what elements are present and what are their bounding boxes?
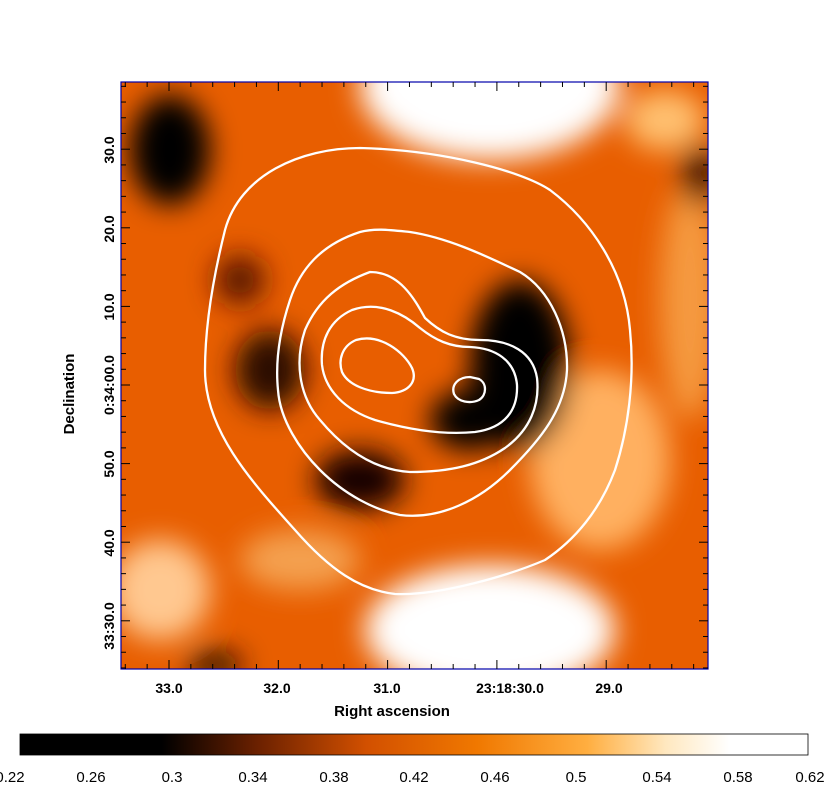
contour-level-5b — [452, 375, 487, 404]
colorbar-label: 0.46 — [480, 769, 509, 786]
colorbar-label: 0.62 — [795, 769, 824, 786]
colorbar-label: 0.26 — [76, 769, 105, 786]
y-tick-label: 50.0 — [101, 450, 117, 477]
colorbar-label: 0.54 — [642, 769, 671, 786]
colorbar-label: 0.38 — [319, 769, 348, 786]
colorbar: 0.22 0.26 0.3 0.34 0.38 0.42 0.46 0.5 0.… — [0, 733, 825, 786]
colorbar-label: 0.22 — [0, 769, 25, 786]
colorbar-gradient — [19, 733, 809, 756]
plot-frame — [120, 81, 709, 670]
y-tick-label: 40.0 — [101, 529, 117, 556]
contour-level-1 — [203, 146, 633, 596]
x-tick-label: 32.0 — [263, 680, 290, 696]
axis-ticks — [121, 82, 708, 669]
y-tick-label: 33:30.0 — [101, 602, 117, 650]
y-tick-label: 0:34:00.0 — [101, 355, 117, 415]
contours — [203, 146, 633, 596]
heatmap-image — [121, 82, 708, 669]
colorbar-labels: 0.22 0.26 0.3 0.34 0.38 0.42 0.46 0.5 0.… — [0, 769, 825, 786]
colorbar-label: 0.3 — [162, 769, 183, 786]
colorbar-label: 0.5 — [566, 769, 587, 786]
colorbar-label: 0.58 — [723, 769, 752, 786]
y-axis-label: Declination — [61, 354, 78, 435]
y-tick-labels: 33:30.0 40.0 50.0 0:34:00.0 10.0 20.0 30… — [101, 136, 117, 650]
contour-level-5 — [339, 337, 415, 395]
colorbar-label: 0.42 — [399, 769, 428, 786]
x-tick-label: 29.0 — [595, 680, 622, 696]
x-tick-label: 33.0 — [155, 680, 182, 696]
colorbar-label: 0.34 — [238, 769, 267, 786]
y-tick-label: 30.0 — [101, 136, 117, 163]
x-tick-label: 31.0 — [373, 680, 400, 696]
contour-level-2 — [275, 228, 569, 517]
x-tick-labels: 33.0 32.0 31.0 23:18:30.0 29.0 — [155, 680, 622, 696]
y-tick-label: 10.0 — [101, 293, 117, 320]
x-axis-label: Right ascension — [334, 703, 450, 720]
contour-level-4 — [320, 305, 519, 435]
x-tick-label: 23:18:30.0 — [476, 680, 544, 696]
contour-level-3 — [298, 270, 539, 474]
y-tick-label: 20.0 — [101, 215, 117, 242]
